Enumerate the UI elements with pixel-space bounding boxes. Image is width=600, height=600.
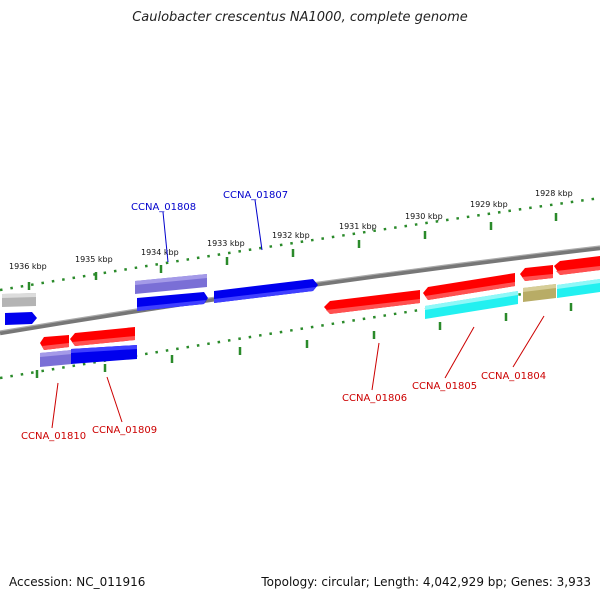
gene-arrow-ccna-01809-red-shade: [72, 336, 135, 346]
gene-arrow-ccna-01805-cyan-shade: [425, 291, 518, 310]
upper-major-ticks: [27, 213, 558, 290]
gene-arrow-ccna-01804-red-shade: [522, 274, 553, 281]
genome-summary-text: Topology: circular; Length: 4,042,929 bp…: [261, 575, 591, 589]
scale-label-1933: 1933 kbp: [207, 239, 245, 248]
scale-label-1936: 1936 kbp: [9, 262, 47, 271]
gene-label-ccna-01805[interactable]: CCNA_01805: [412, 381, 477, 392]
gene-label-ccna-01810[interactable]: CCNA_01810: [21, 431, 86, 442]
gene-label-ccna-01807[interactable]: CCNA_01807: [223, 190, 288, 201]
gene-label-ccna-01804[interactable]: CCNA_01804: [481, 371, 546, 382]
gene-label-ccna-01808[interactable]: CCNA_01808: [131, 202, 196, 213]
leader-lines: [51, 199, 545, 429]
scale-label-1930: 1930 kbp: [405, 212, 443, 221]
scale-label-1934: 1934 kbp: [141, 248, 179, 257]
gene-arrow-ccna-01804-olive-shade: [523, 284, 556, 292]
gene-arrow-ccna-01805-red-shade: [425, 282, 515, 300]
gene-arrow-ccna-01808-blue-shade: [137, 300, 206, 311]
gene-arrow-ccna-01806-shade: [326, 299, 420, 314]
gene-arrow-blue-left[interactable]: [5, 312, 37, 325]
gene-arrow-ccna-01808-purple-shade: [135, 274, 207, 285]
lower-scale-track: [0, 280, 600, 380]
gene-label-ccna-01809[interactable]: CCNA_01809: [92, 425, 157, 436]
gene-arrow-ccna-01809-blue-shade: [71, 345, 137, 353]
scale-label-1935: 1935 kbp: [75, 255, 113, 264]
scale-label-1929: 1929 kbp: [470, 200, 508, 209]
gene-arrow-ccna-01810-red-shade: [42, 343, 69, 350]
scale-label-1928: 1928 kbp: [535, 189, 573, 198]
map-title: Caulobacter crescentus NA1000, complete …: [132, 10, 468, 25]
gene-arrow-gray-shade: [2, 293, 36, 298]
gene-arrow-ccna-01810-purple-shade: [40, 350, 72, 357]
lower-major-ticks: [35, 303, 573, 378]
gene-arrow-ccna-01807-shade: [214, 287, 316, 303]
scale-label-1931: 1931 kbp: [339, 222, 377, 231]
accession-text: Accession: NC_011916: [9, 575, 146, 589]
scale-label-1932: 1932 kbp: [272, 231, 310, 240]
gene-arrow-cyan-right-shade: [557, 279, 600, 289]
gene-label-ccna-01806[interactable]: CCNA_01806: [342, 393, 407, 404]
upper-scale-track: [0, 196, 600, 292]
gene-arrow-red-right-shade: [556, 266, 600, 275]
